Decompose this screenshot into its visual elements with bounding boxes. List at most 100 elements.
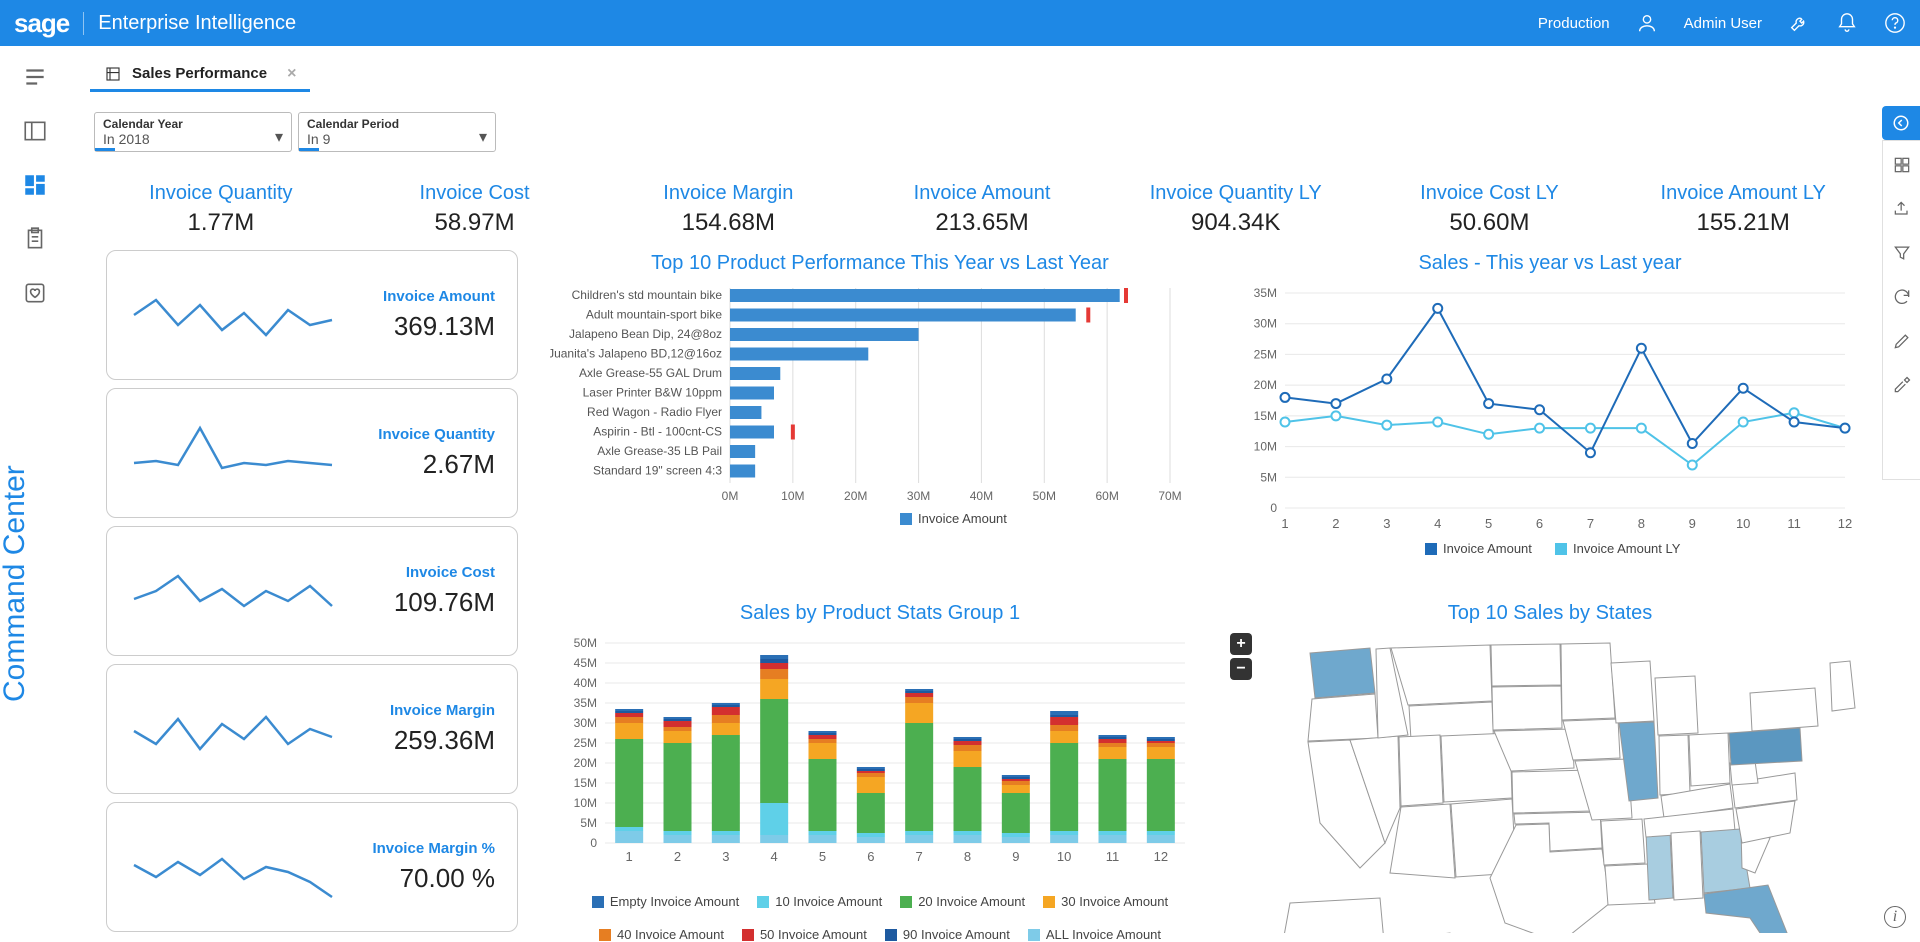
filter-icon[interactable] <box>1892 243 1912 263</box>
legend-item[interactable]: 40 Invoice Amount <box>599 927 724 942</box>
card-label: Invoice Margin <box>390 702 495 719</box>
state-MN[interactable] <box>1561 643 1615 720</box>
legend-item[interactable]: 30 Invoice Amount <box>1043 894 1168 909</box>
info-icon[interactable]: i <box>1884 906 1906 928</box>
state-AR[interactable] <box>1601 819 1645 865</box>
kpi-label: Invoice Cost LY <box>1363 182 1617 205</box>
heart-icon[interactable] <box>22 280 48 306</box>
svg-text:9: 9 <box>1012 849 1019 864</box>
svg-text:Invoice Amount: Invoice Amount <box>1443 541 1532 556</box>
state-MI[interactable] <box>1655 676 1698 735</box>
zoom-out-button[interactable]: − <box>1230 658 1252 680</box>
state-OR[interactable] <box>1308 694 1378 741</box>
share-icon[interactable] <box>1892 199 1912 219</box>
environment-label[interactable]: Production <box>1538 15 1610 32</box>
kpi-tile[interactable]: Invoice Cost LY 50.60M <box>1363 182 1617 237</box>
svg-text:1: 1 <box>626 849 633 864</box>
svg-text:10M: 10M <box>1254 440 1277 454</box>
state-WA[interactable] <box>1310 648 1375 698</box>
kpi-value: 1.77M <box>94 209 348 237</box>
state-IN[interactable] <box>1659 735 1690 795</box>
username[interactable]: Admin User <box>1684 15 1762 32</box>
kpi-value: 50.60M <box>1363 209 1617 237</box>
kpi-label: Invoice Amount LY <box>1616 182 1870 205</box>
report-icon <box>104 65 122 83</box>
filter-dropdown[interactable]: Calendar Year In 2018 <box>94 112 292 152</box>
svg-text:2: 2 <box>674 849 681 864</box>
kpi-tile[interactable]: Invoice Quantity LY 904.34K <box>1109 182 1363 237</box>
svg-text:3: 3 <box>1383 516 1390 531</box>
svg-text:5: 5 <box>819 849 826 864</box>
svg-text:Red Wagon - Radio Flyer: Red Wagon - Radio Flyer <box>587 405 722 419</box>
chart-title: Top 10 Product Performance This Year vs … <box>550 252 1210 275</box>
eyedropper-icon[interactable] <box>1892 375 1912 395</box>
clipboard-icon[interactable] <box>22 226 48 252</box>
brand-logo: sage <box>14 8 69 39</box>
state-UT[interactable] <box>1399 735 1443 806</box>
state-AZ[interactable] <box>1390 804 1455 878</box>
state-FL[interactable] <box>1704 885 1795 933</box>
metric-card[interactable]: Invoice Quantity 2.67M <box>106 388 518 518</box>
user-icon[interactable] <box>1636 12 1658 34</box>
state-IA[interactable] <box>1563 719 1620 760</box>
map-zoom-controls: + − <box>1230 633 1252 683</box>
state-AL[interactable] <box>1671 831 1703 900</box>
help-icon[interactable] <box>1884 12 1906 34</box>
svg-text:30M: 30M <box>907 489 930 503</box>
legend-item[interactable]: Empty Invoice Amount <box>592 894 739 909</box>
kpi-tile[interactable]: Invoice Quantity 1.77M <box>94 182 348 237</box>
panel-icon[interactable] <box>22 118 48 144</box>
metric-card[interactable]: Invoice Cost 109.76M <box>106 526 518 656</box>
metric-card[interactable]: Invoice Margin 259.36M <box>106 664 518 794</box>
state-SD[interactable] <box>1492 686 1562 730</box>
legend-item[interactable]: ALL Invoice Amount <box>1028 927 1161 942</box>
state-NY[interactable] <box>1750 688 1818 731</box>
svg-text:5M: 5M <box>1260 470 1277 484</box>
svg-text:Axle Grease-35 LB Pail: Axle Grease-35 LB Pail <box>597 444 722 458</box>
svg-text:30M: 30M <box>574 716 597 730</box>
state-WI[interactable] <box>1611 661 1654 723</box>
kpi-tile[interactable]: Invoice Cost 58.97M <box>348 182 602 237</box>
svg-text:Juanita's Jalapeno BD,12@16oz: Juanita's Jalapeno BD,12@16oz <box>550 347 722 361</box>
svg-text:3: 3 <box>722 849 729 864</box>
sparkline <box>129 689 339 769</box>
legend-item[interactable]: 90 Invoice Amount <box>885 927 1010 942</box>
metric-card[interactable]: Invoice Amount 369.13M <box>106 250 518 380</box>
filter-label: Calendar Period <box>307 117 487 131</box>
kpi-value: 904.34K <box>1109 209 1363 237</box>
state-NC[interactable] <box>1736 801 1795 843</box>
kpi-tile[interactable]: Invoice Amount 213.65M <box>855 182 1109 237</box>
metric-card[interactable]: Invoice Margin % 70.00 % <box>106 802 518 932</box>
state-ME[interactable] <box>1830 661 1855 711</box>
state-AK[interactable] <box>1280 898 1385 933</box>
legend-item[interactable]: 50 Invoice Amount <box>742 927 867 942</box>
legend-item[interactable]: 10 Invoice Amount <box>757 894 882 909</box>
state-PA[interactable] <box>1729 728 1802 765</box>
svg-text:10M: 10M <box>781 489 804 503</box>
grid-icon[interactable] <box>1892 155 1912 175</box>
pencil-icon[interactable] <box>1892 331 1912 351</box>
bell-icon[interactable] <box>1836 12 1858 34</box>
kpi-value: 213.65M <box>855 209 1109 237</box>
close-icon[interactable]: × <box>287 65 296 83</box>
refresh-icon[interactable] <box>1892 287 1912 307</box>
svg-text:15M: 15M <box>1254 409 1277 423</box>
filter-dropdown[interactable]: Calendar Period In 9 <box>298 112 496 152</box>
kpi-tile[interactable]: Invoice Margin 154.68M <box>601 182 855 237</box>
svg-text:30M: 30M <box>1254 317 1277 331</box>
legend-item[interactable]: 20 Invoice Amount <box>900 894 1025 909</box>
tab-sales-performance[interactable]: Sales Performance × <box>90 59 310 92</box>
menu-icon[interactable] <box>22 64 48 90</box>
wrench-icon[interactable] <box>1788 12 1810 34</box>
svg-text:35M: 35M <box>574 696 597 710</box>
chart-title: Sales by Product Stats Group 1 <box>550 602 1210 625</box>
state-ND[interactable] <box>1491 644 1561 686</box>
svg-text:Laser Printer B&W 10ppm: Laser Printer B&W 10ppm <box>583 386 722 400</box>
collapse-button[interactable] <box>1882 106 1920 140</box>
state-MS[interactable] <box>1646 832 1673 900</box>
zoom-in-button[interactable]: + <box>1230 633 1252 655</box>
dashboard-icon[interactable] <box>22 172 48 198</box>
state-OH[interactable] <box>1689 733 1730 786</box>
kpi-tile[interactable]: Invoice Amount LY 155.21M <box>1616 182 1870 237</box>
state-MT[interactable] <box>1391 645 1492 705</box>
